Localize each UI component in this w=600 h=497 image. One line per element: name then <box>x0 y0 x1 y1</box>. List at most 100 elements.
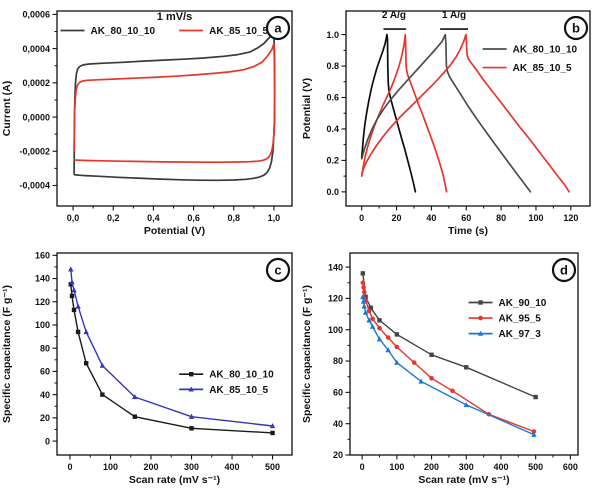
marker-triangle <box>69 279 75 285</box>
series-ak-85-10-5 <box>70 268 274 427</box>
series-ak-85-10-5 <box>73 42 276 164</box>
x-tick-label: 0,8 <box>227 213 240 223</box>
marker-square <box>75 329 81 335</box>
marker-square <box>83 361 89 366</box>
y-tick-label: 0 <box>45 436 50 446</box>
y-axis-label: Current (A) <box>1 81 13 136</box>
marker-triangle <box>83 329 89 335</box>
marker-triangle <box>75 303 81 309</box>
x-axis-label: Scan rate (mV s⁻¹) <box>129 474 220 486</box>
marker-square <box>360 271 366 276</box>
marker-triangle <box>362 309 369 315</box>
marker-circle <box>385 335 391 340</box>
series-ak-80-10-10-2-a-g <box>360 33 417 193</box>
legend-label: AK_90_10 <box>499 298 547 309</box>
panel-letter-circle <box>265 15 291 41</box>
plot-frame <box>345 10 591 207</box>
y-axis-label: Specific capacitance (F g⁻¹) <box>1 285 13 423</box>
y-tick-label: 0.8 <box>326 61 339 71</box>
y-tick-label: 0.4 <box>326 124 339 134</box>
marker-triangle <box>132 394 138 400</box>
marker-square <box>377 318 382 323</box>
marker-circle <box>366 308 372 314</box>
x-tick-label: 0,2 <box>107 213 120 223</box>
marker-triangle <box>269 423 276 429</box>
x-tick-label: 0,6 <box>187 213 200 223</box>
x-tick-label: 0 <box>67 462 72 472</box>
legend: AK_80_10_10 AK_85_10_5 <box>60 26 268 37</box>
y-tick-label: 140 <box>328 262 343 272</box>
marker-circle <box>377 325 382 331</box>
marker-circle <box>478 315 483 321</box>
plot-frame <box>56 252 293 456</box>
marker-square <box>189 426 194 431</box>
panel-c-chart: 0 100 200 300 400 500 0 20 40 60 80 100 120 140 160 Sca… <box>1 251 293 486</box>
marker-circle <box>361 289 367 295</box>
y-tick-label: 60 <box>333 388 343 398</box>
marker-triangle <box>188 386 194 392</box>
marker-square <box>100 392 105 397</box>
marker-square <box>71 307 77 313</box>
chart-b: 0 20 40 60 80 100 120 1.0 0.8 0.6 0.4 0.2 0.0 Time (s… <box>301 10 591 237</box>
marker-triangle <box>360 298 367 304</box>
y-axis-label: Potential (V) <box>301 78 313 139</box>
panel-a-chart: 0,0 0,2 0,4 0,6 0,8 1,0 0,0006 0,0004 0,0002 0,00… <box>1 10 293 237</box>
x-tick-label: 60 <box>461 213 471 223</box>
y-tick-label: 80 <box>40 343 50 353</box>
panel-d-chart: 0 100 200 300 400 500 600 20 40 60 80 100 120 140 Scan… <box>301 252 579 486</box>
y-tick-label: 0.2 <box>326 156 339 166</box>
panel-letter-circle <box>563 15 589 41</box>
y-tick-label: 40 <box>40 390 50 400</box>
marker-circle <box>360 280 366 286</box>
marker-triangle <box>361 303 367 309</box>
marker-square <box>464 365 469 370</box>
x-tick-label: 100 <box>528 213 543 223</box>
plot-frame <box>56 10 293 207</box>
x-tick-label: 0 <box>359 213 364 223</box>
marker-triangle <box>531 431 537 437</box>
x-tick-label: 500 <box>265 462 280 472</box>
y-tick-label: 1.0 <box>326 30 339 40</box>
panel-letter: a <box>274 21 282 36</box>
legend-label: AK_85_10_5 <box>513 63 572 74</box>
series-ak-85-10-5-2-a-g <box>360 33 448 193</box>
legend-label: AK_97_3 <box>499 329 542 340</box>
y-tick-label: 120 <box>35 297 50 307</box>
plot-frame <box>349 252 579 456</box>
panel-a: 0,0 0,2 0,4 0,6 0,8 1,0 0,0006 0,0004 0,0002 0,00… <box>0 0 300 249</box>
y-tick-label: 140 <box>35 274 50 284</box>
panel-letter-circle <box>265 257 291 283</box>
marker-circle <box>361 285 366 290</box>
marker-circle <box>370 316 375 322</box>
y-tick-label: 80 <box>333 356 343 366</box>
marker-triangle <box>68 266 74 272</box>
x-tick-label: 300 <box>184 462 199 472</box>
marker-triangle <box>369 323 376 329</box>
y-tick-label: 120 <box>328 294 343 304</box>
marker-triangle <box>360 293 366 300</box>
x-axis-label: Potential (V) <box>144 225 205 237</box>
marker-circle <box>411 360 417 365</box>
marker-triangle <box>188 413 195 419</box>
panel-letter-circle <box>551 257 577 283</box>
x-tick-label: 80 <box>496 213 506 223</box>
y-tick-label: 100 <box>35 320 50 330</box>
y-tick-label: 40 <box>333 419 343 429</box>
y-tick-label: 0.6 <box>326 93 339 103</box>
chart-a: 0,0 0,2 0,4 0,6 0,8 1,0 0,0006 0,0004 0,0002 0,00… <box>1 10 293 237</box>
panel-b-chart: 0 20 40 60 80 100 120 1.0 0.8 0.6 0.4 0.2 0.0 Time (s… <box>301 10 591 237</box>
marker-triangle <box>418 378 424 384</box>
marker-square <box>533 394 538 400</box>
y-tick-label: 20 <box>40 413 50 423</box>
marker-triangle <box>385 347 391 353</box>
x-tick-label: 20 <box>392 213 402 223</box>
chart-title: 1 mV/s <box>157 11 192 23</box>
panel-b: 0 20 40 60 80 100 120 1.0 0.8 0.6 0.4 0.2 0.0 Time (s… <box>300 0 600 249</box>
x-tick-label: 200 <box>424 462 439 472</box>
legend-label: AK_80_10_10 <box>91 26 156 37</box>
legend: AK_80_10_10 AK_85_10_5 <box>482 45 578 74</box>
marker-square <box>132 414 137 419</box>
marker-triangle <box>376 336 383 342</box>
x-tick-label: 40 <box>426 213 436 223</box>
x-tick-label: 120 <box>563 213 578 223</box>
